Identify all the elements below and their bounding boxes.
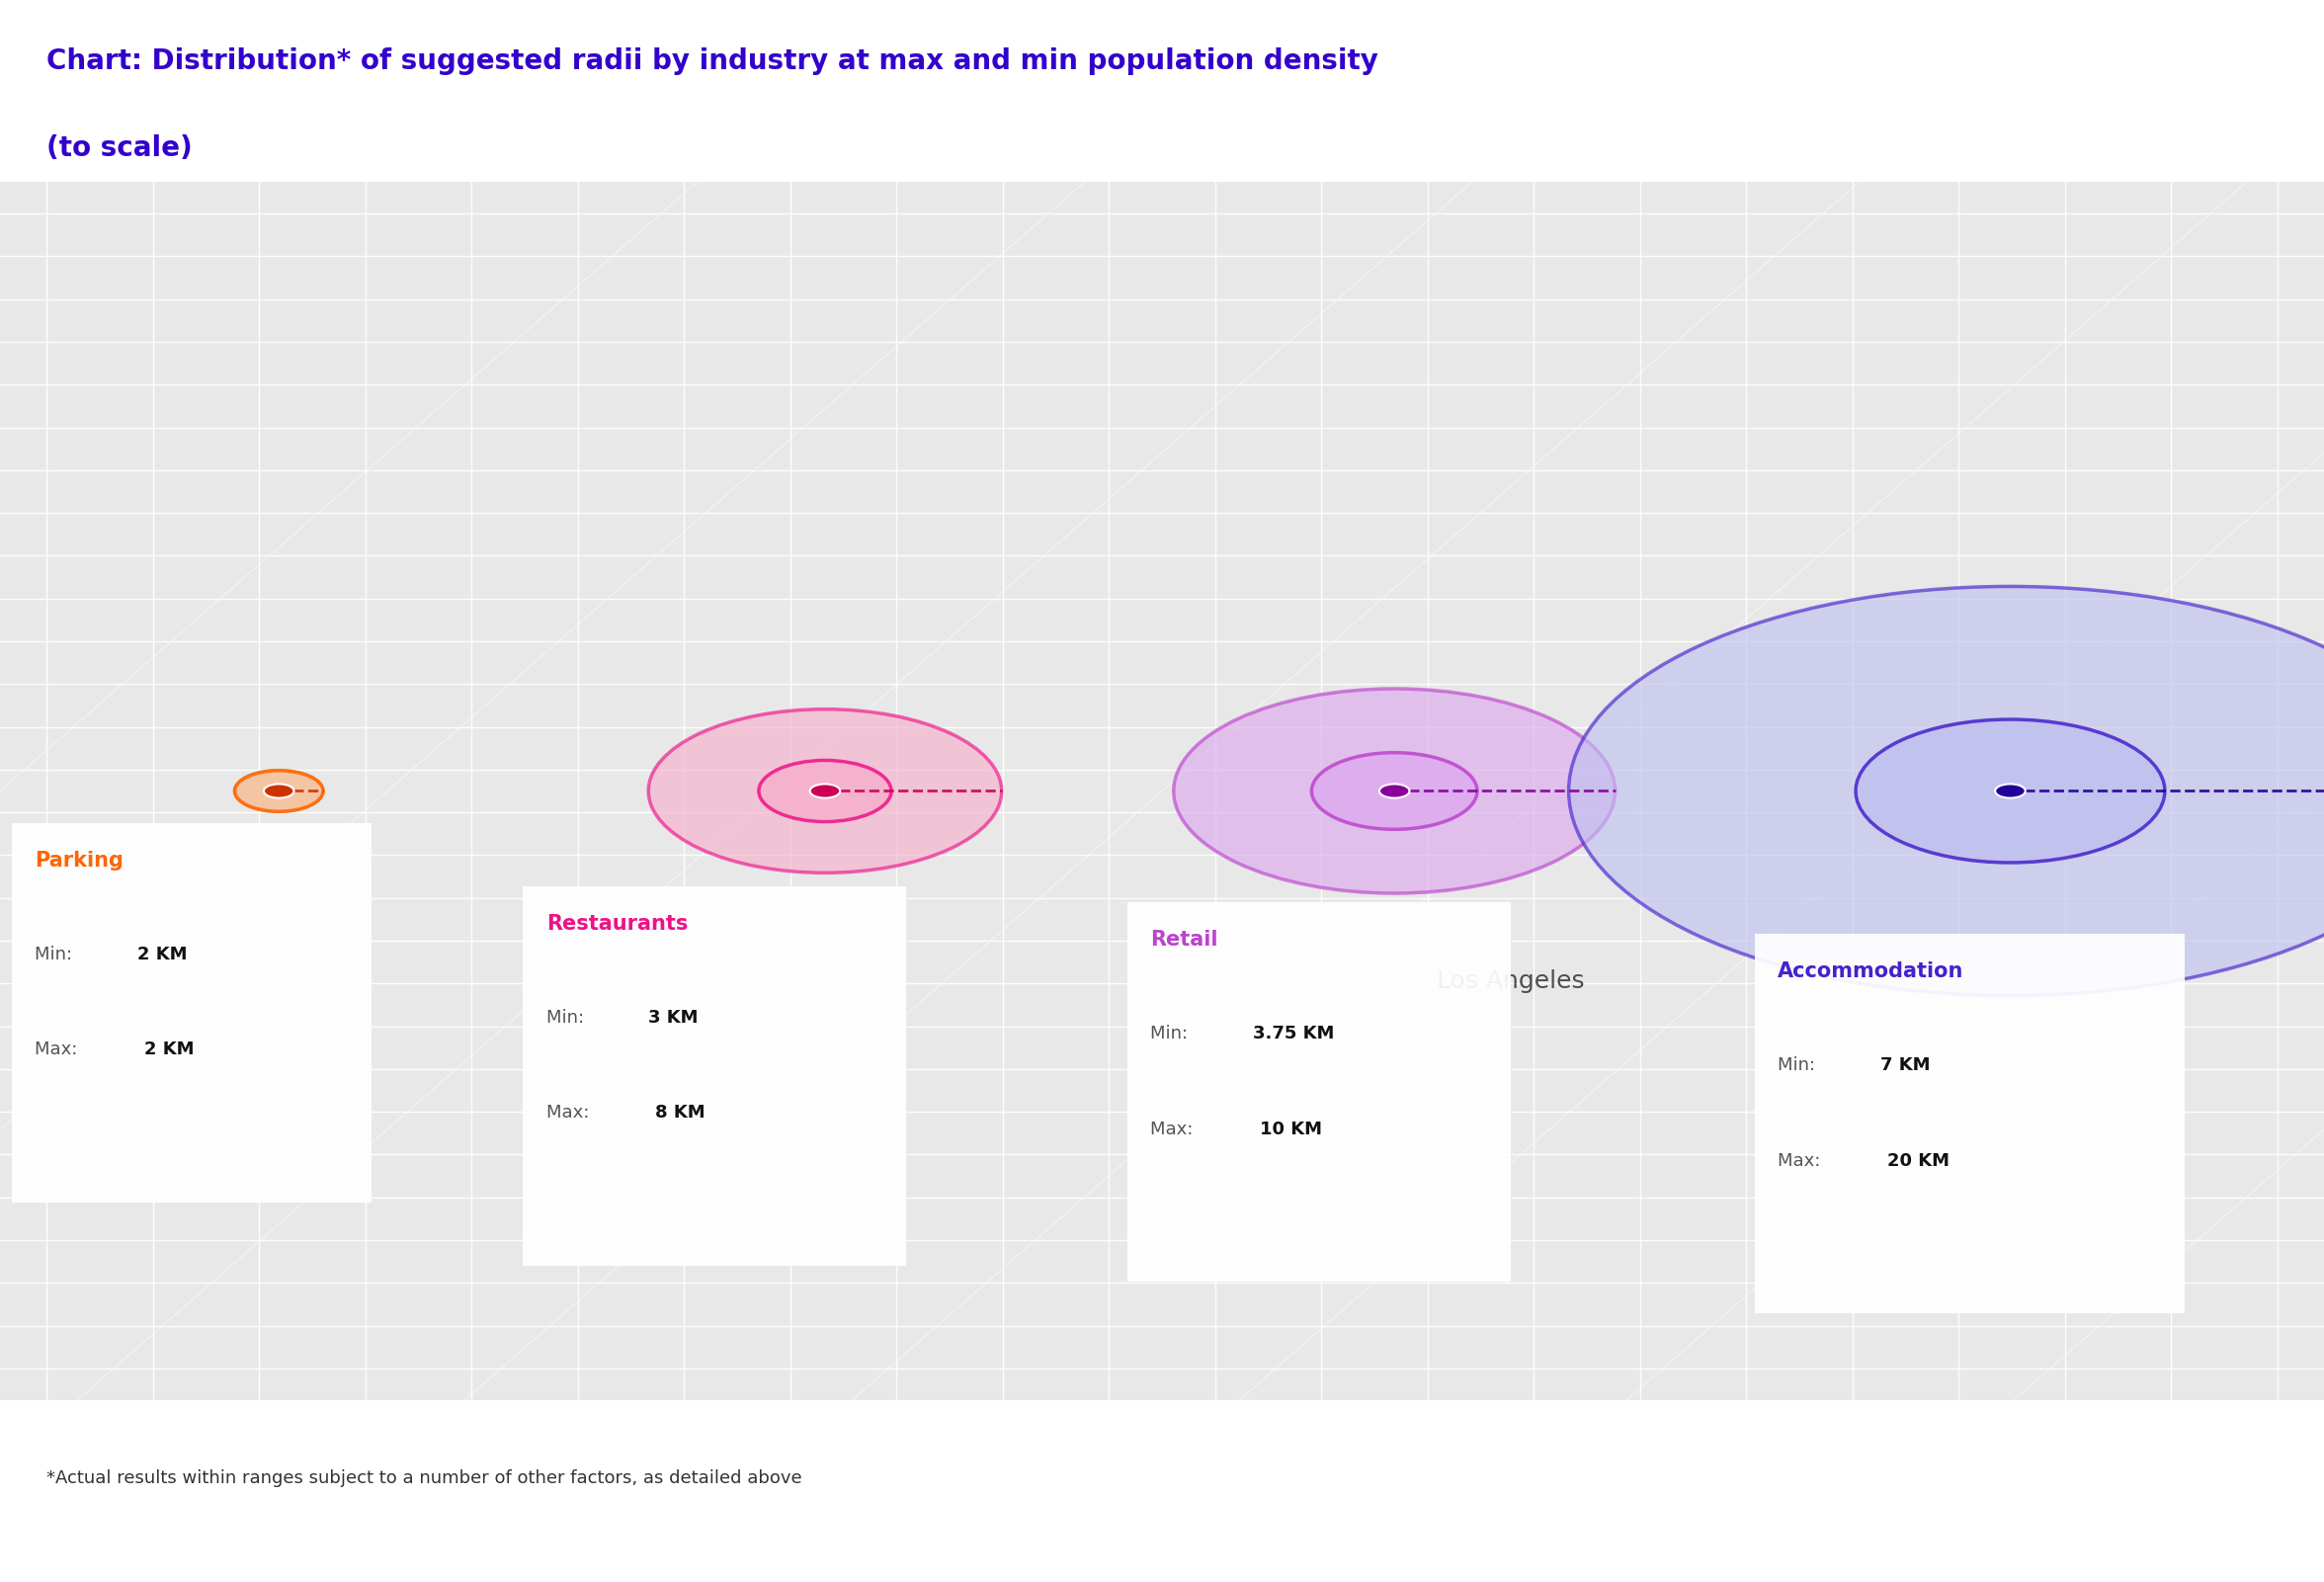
Text: Accommodation: Accommodation — [1778, 962, 1964, 981]
Ellipse shape — [1174, 688, 1615, 894]
Text: Min:: Min: — [35, 946, 79, 963]
Ellipse shape — [648, 709, 1002, 873]
Text: Los Angeles: Los Angeles — [1436, 970, 1585, 992]
Ellipse shape — [235, 770, 323, 812]
Bar — [0, 182, 2324, 1400]
Text: Max:: Max: — [1778, 1152, 1827, 1169]
Text: Max:: Max: — [1150, 1120, 1199, 1137]
Ellipse shape — [758, 761, 892, 821]
Text: (to scale): (to scale) — [46, 134, 193, 161]
FancyBboxPatch shape — [12, 823, 372, 1202]
Ellipse shape — [1855, 720, 2164, 862]
Text: Min:: Min: — [1150, 1025, 1195, 1043]
Text: 3 KM: 3 KM — [648, 1009, 697, 1027]
Ellipse shape — [809, 785, 839, 797]
Ellipse shape — [1569, 587, 2324, 995]
Text: Retail: Retail — [1150, 930, 1218, 949]
Text: Parking: Parking — [35, 851, 123, 870]
Text: *Actual results within ranges subject to a number of other factors, as detailed : *Actual results within ranges subject to… — [46, 1470, 802, 1487]
Ellipse shape — [1380, 785, 1408, 797]
Text: 3.75 KM: 3.75 KM — [1253, 1025, 1334, 1043]
FancyBboxPatch shape — [523, 886, 906, 1266]
Text: 2 KM: 2 KM — [137, 946, 186, 963]
Ellipse shape — [1994, 785, 2024, 797]
Ellipse shape — [263, 785, 293, 797]
FancyBboxPatch shape — [1127, 902, 1511, 1281]
Text: Min:: Min: — [1778, 1057, 1822, 1074]
Text: Max:: Max: — [546, 1104, 595, 1122]
Text: Restaurants: Restaurants — [546, 914, 688, 933]
Text: 8 KM: 8 KM — [655, 1104, 706, 1122]
Text: Min:: Min: — [546, 1009, 590, 1027]
Text: 7 KM: 7 KM — [1880, 1057, 1929, 1074]
Text: 20 KM: 20 KM — [1887, 1152, 1950, 1169]
Text: 2 KM: 2 KM — [144, 1041, 193, 1058]
FancyBboxPatch shape — [1755, 933, 2185, 1313]
Ellipse shape — [1311, 753, 1478, 829]
Text: 10 KM: 10 KM — [1260, 1120, 1322, 1137]
Text: Chart: Distribution* of suggested radii by industry at max and min population de: Chart: Distribution* of suggested radii … — [46, 47, 1378, 74]
Ellipse shape — [235, 770, 323, 812]
Text: Max:: Max: — [35, 1041, 84, 1058]
